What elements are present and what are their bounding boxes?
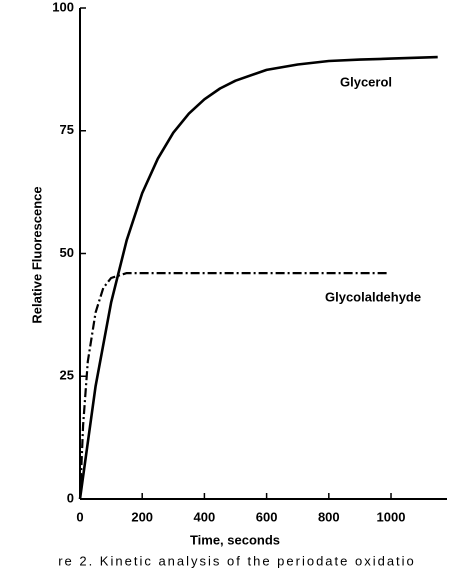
- y-tick-label: 25: [60, 368, 74, 383]
- x-axis-label: Time, seconds: [190, 532, 280, 547]
- series-line: [78, 55, 438, 500]
- y-tick-label: 100: [52, 0, 74, 14]
- caption: re 2. Kinetic analysis of the periodate …: [58, 553, 416, 568]
- x-tick-label: 0: [76, 509, 83, 524]
- x-tick-label: 400: [194, 509, 216, 524]
- y-tick-label: 50: [60, 245, 74, 260]
- series-label: Glycolaldehyde: [325, 290, 421, 305]
- series-line: [78, 272, 388, 500]
- y-tick-label: 0: [67, 490, 74, 505]
- x-tick-label: 600: [256, 509, 278, 524]
- x-tick-label: 800: [318, 509, 340, 524]
- x-tick-label: 1000: [377, 509, 406, 524]
- series-label: Glycerol: [340, 75, 392, 90]
- y-axis-label: Relative Fluorescence: [29, 186, 44, 323]
- x-tick-label: 200: [131, 509, 153, 524]
- y-tick-label: 75: [60, 122, 74, 137]
